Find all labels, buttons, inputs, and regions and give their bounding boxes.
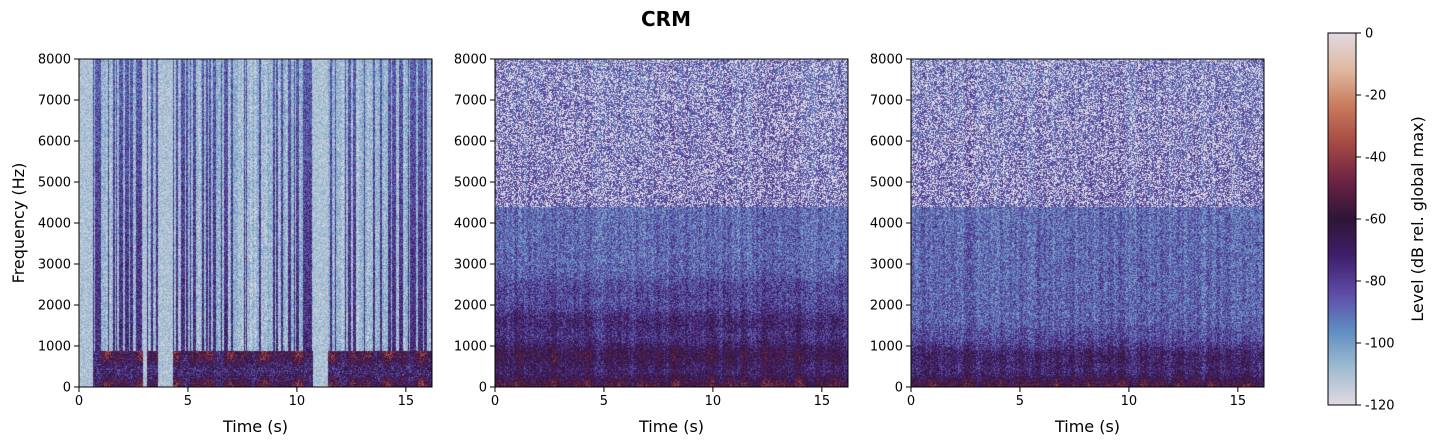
y-tick-label: 2000 <box>454 299 487 314</box>
x-tick-label: 0 <box>75 394 83 409</box>
x-tick-label: 5 <box>1016 394 1024 409</box>
x-axis-label: Time (s) <box>638 417 704 436</box>
y-tick-label: 4000 <box>454 217 487 232</box>
x-tick-label: 10 <box>289 394 306 409</box>
y-tick-label: 6000 <box>454 135 487 150</box>
y-tick-label: 1000 <box>38 340 71 355</box>
y-tick-label: 2000 <box>38 299 71 314</box>
spectrogram-panel-1: 0 5 10 15 0 1000 2000 3000 4000 5000 6000 7000 8000 T… <box>9 53 433 436</box>
y-tick-label: 8000 <box>870 53 903 68</box>
x-tick-label: 10 <box>705 394 722 409</box>
colorbar-tick-label: -80 <box>1365 275 1386 290</box>
y-tick-label: 6000 <box>38 135 71 150</box>
colorbar-label: Level (dB rel. global max) <box>1408 116 1427 321</box>
y-tick-label: 0 <box>63 381 71 396</box>
x-tick-label: 5 <box>184 394 192 409</box>
spectrogram-panel-3: 0 5 10 15 0 1000 2000 3000 4000 5000 6000 7000 8000 T… <box>870 53 1265 436</box>
y-tick-label: 7000 <box>870 94 903 109</box>
y-tick-label: 3000 <box>38 258 71 273</box>
colorbar-tick-label: -40 <box>1365 151 1386 166</box>
x-tick-label: 15 <box>814 394 831 409</box>
y-tick-label: 3000 <box>870 258 903 273</box>
y-tick-label: 1000 <box>454 340 487 355</box>
y-tick-label: 3000 <box>454 258 487 273</box>
y-tick-label: 1000 <box>870 340 903 355</box>
colorbar: 0 -20 -40 -60 -80 -100 -120 Level (dB rel. glob… <box>1327 27 1427 414</box>
y-tick-label: 0 <box>895 381 903 396</box>
colorbar-tick-label: -60 <box>1365 213 1386 228</box>
y-tick-label: 5000 <box>454 176 487 191</box>
x-tick-label: 0 <box>491 394 499 409</box>
x-axis-label: Time (s) <box>1054 417 1120 436</box>
y-tick-label: 6000 <box>870 135 903 150</box>
y-tick-label: 5000 <box>38 176 71 191</box>
spectrogram-panel-2: 0 5 10 15 0 1000 2000 3000 4000 5000 6000 7000 8000 T… <box>454 53 849 436</box>
y-tick-label: 4000 <box>38 217 71 232</box>
figure-title: CRM <box>641 7 691 31</box>
x-tick-label: 10 <box>1121 394 1138 409</box>
y-tick-label: 2000 <box>870 299 903 314</box>
colorbar-tick-label: 0 <box>1365 27 1373 42</box>
colorbar-tick-label: -120 <box>1365 399 1395 414</box>
y-tick-label: 7000 <box>38 94 71 109</box>
colorbar-bar <box>1327 32 1357 406</box>
colorbar-tick-label: -20 <box>1365 89 1386 104</box>
x-tick-label: 15 <box>1230 394 1247 409</box>
y-tick-label: 0 <box>479 381 487 396</box>
y-tick-label: 4000 <box>870 217 903 232</box>
x-tick-label: 0 <box>907 394 915 409</box>
y-axis-label: Frequency (Hz) <box>9 163 28 284</box>
y-tick-label: 8000 <box>38 53 71 68</box>
spectrogram-panels: 0 5 10 15010002000300040005000600070008000T… <box>9 53 1265 436</box>
spectrogram-image <box>495 59 848 387</box>
colorbar-tick-label: -100 <box>1365 337 1395 352</box>
y-tick-label: 5000 <box>870 176 903 191</box>
spectrogram-image <box>911 59 1264 387</box>
x-axis-label: Time (s) <box>222 417 288 436</box>
x-tick-label: 15 <box>398 394 415 409</box>
spectrogram-image <box>79 59 432 387</box>
y-tick-label: 8000 <box>454 53 487 68</box>
y-tick-label: 7000 <box>454 94 487 109</box>
x-tick-label: 5 <box>600 394 608 409</box>
